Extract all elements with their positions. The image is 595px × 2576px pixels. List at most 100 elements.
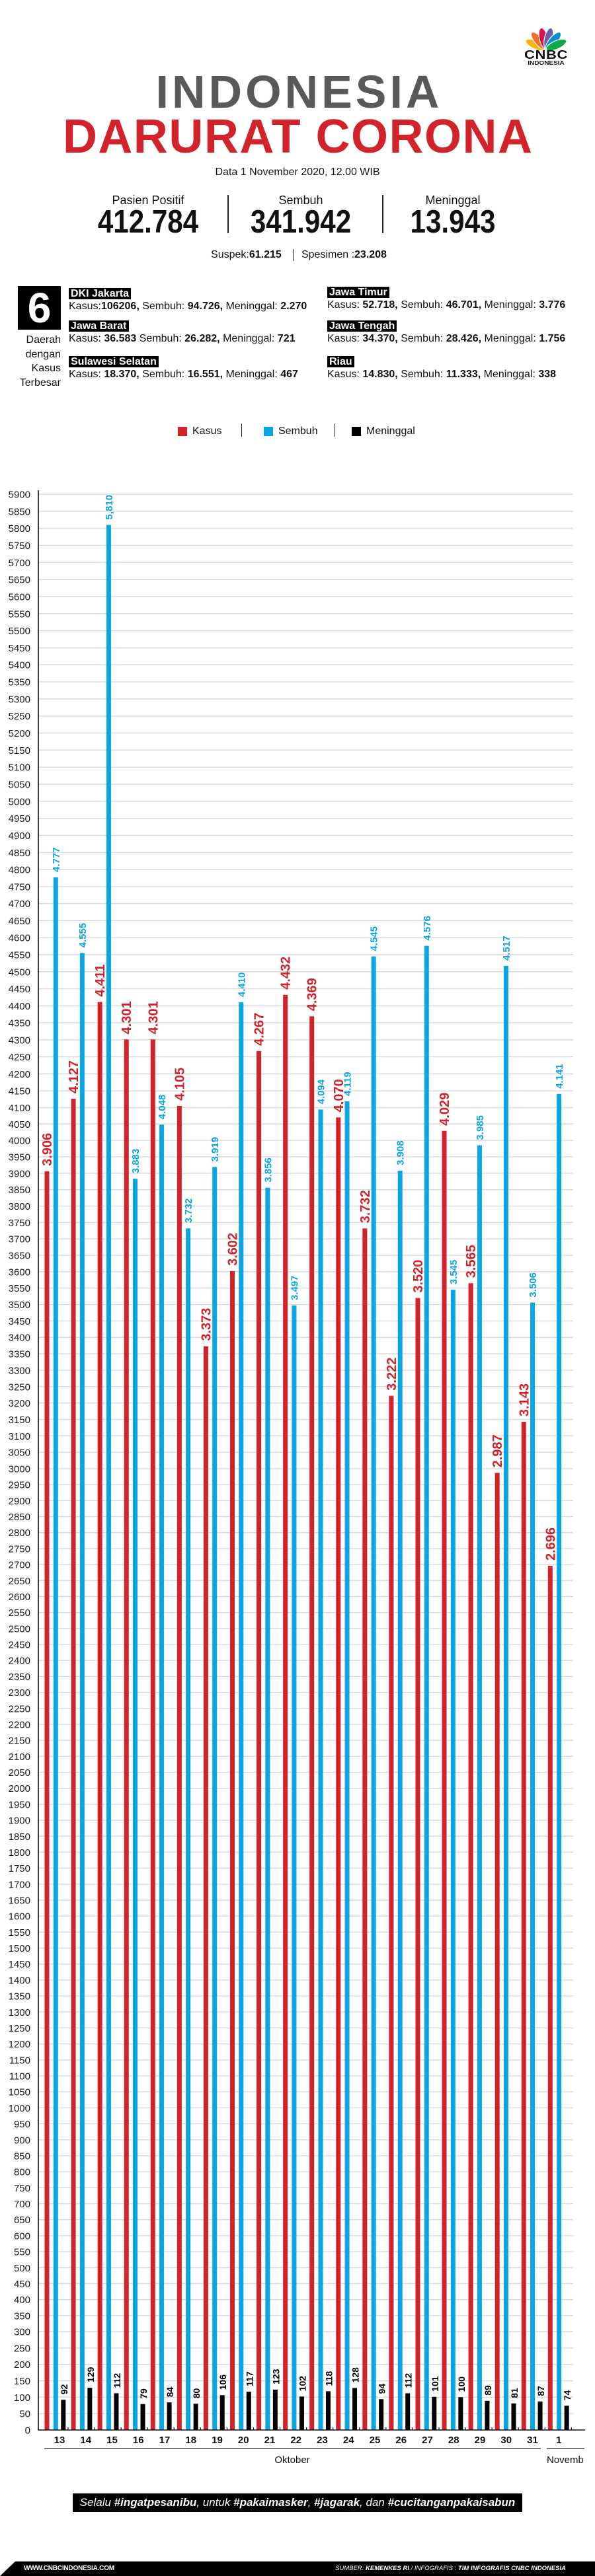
region-jawa-barat: Jawa Barat Kasus: 36.583 Sembuh: 26.282,… [69,320,296,345]
stat-divider [382,195,383,233]
meninggal-label: Meninggal: [223,369,281,380]
y-tick-label: 1950 [9,1799,30,1810]
bar-meninggal [564,2406,569,2430]
bar-label-kasus: 4.301 [120,1001,134,1034]
meninggal-label: Meninggal: [223,301,281,312]
bar-kasus [229,1270,235,2430]
bar-label-meninggal: 102 [297,2376,307,2392]
bar-kasus [389,1395,394,2430]
y-tick-label: 3200 [9,1398,30,1409]
sembuh-label: Sembuh: [397,369,446,380]
bar-label-sembuh: 4.119 [342,1072,354,1096]
y-tick-label: 4900 [9,830,30,842]
suspek-value: 61.215 [249,249,282,260]
sembuh-label: Sembuh: [397,299,446,311]
x-tick-label: 23 [317,2435,328,2446]
y-tick-label: 650 [14,2215,30,2226]
x-tick-label: 13 [54,2435,65,2446]
kasus-value: 34.370, [362,333,398,344]
legend-item-sembuh: Sembuh [264,425,318,438]
kasus-label: Kasus: [327,333,363,344]
bar-label-kasus: 3.732 [358,1190,373,1223]
y-tick-label: 2300 [9,1687,30,1699]
spesimen-label: Spesimen : [301,249,355,260]
y-tick-label: 1900 [9,1816,30,1827]
y-tick-label: 1750 [9,1863,30,1874]
legend-label: Sembuh [278,425,318,437]
bar-sembuh [424,945,429,2430]
y-tick-label: 4550 [9,949,30,961]
kasus-label: Kasus: [69,369,104,380]
bar-label-kasus: 4.105 [173,1068,187,1101]
y-tick-label: 4600 [9,933,30,944]
bar-label-kasus: 4.432 [279,957,294,990]
y-tick-label: 1550 [9,1927,30,1938]
y-tick-label: 4850 [9,848,30,859]
bar-label-sembuh: 4.777 [51,847,62,872]
bar-kasus [150,1039,155,2430]
bar-meninggal [246,2391,251,2430]
bar-label-kasus: 4.369 [305,978,320,1011]
y-tick-label: 2000 [9,1783,30,1794]
y-tick-label: 5050 [9,780,30,791]
y-tick-label: 3950 [9,1152,30,1163]
y-tick-label: 2850 [9,1512,30,1523]
sembuh-label: Sembuh: [139,301,188,312]
bar-label-sembuh: 3.883 [130,1149,141,1174]
spesimen-value: 23.208 [354,249,387,260]
kasus-value: 52.718, [362,299,398,311]
y-tick-label: 4500 [9,967,30,978]
meninggal-value: 2.270 [280,301,307,312]
bar-meninggal [432,2396,437,2430]
bar-kasus [124,1039,129,2430]
bar-meninggal [167,2402,172,2430]
legend-swatch [264,427,273,436]
y-tick-label: 4350 [9,1018,30,1029]
bar-meninggal [299,2396,304,2430]
bar-label-sembuh: 3.545 [448,1260,459,1285]
region-sulawesi-selatan: Sulawesi Selatan Kasus: 18.370, Sembuh: … [69,356,298,381]
y-tick-label: 600 [14,2230,30,2242]
hashtag: #ingatpesanibu [114,2496,197,2509]
bar-label-kasus: 4.029 [438,1093,452,1126]
y-tick-label: 1200 [9,2039,30,2050]
y-tick-label: 5500 [9,626,30,637]
bar-label-kasus: 3.373 [199,1308,214,1341]
bar-label-kasus: 3.222 [385,1358,399,1391]
sembuh-value: 11.333, [446,369,481,380]
y-tick-label: 4400 [9,1001,30,1012]
bar-sembuh [53,877,58,2430]
bar-label-kasus: 2.696 [543,1527,558,1561]
series-meninggal: 92 129 112 79 84 80 106 117 123 102 118 128 94 112 101… [59,2367,573,2430]
y-tick-label: 2700 [9,1560,30,1571]
y-tick-label: 0 [25,2425,30,2437]
x-tick-label: 16 [133,2435,144,2446]
y-tick-label: 350 [14,2310,30,2322]
y-tick-label: 2800 [9,1527,30,1539]
y-tick-label: 900 [14,2135,30,2146]
bar-sembuh [344,1101,350,2430]
y-tick-label: 700 [14,2199,30,2210]
y-tick-label: 3650 [9,1251,30,1262]
y-tick-label: 4700 [9,899,30,910]
y-tick-label: 3600 [9,1267,30,1278]
bar-meninggal [458,2397,463,2430]
x-tick-label: 31 [527,2435,538,2446]
y-tick-label: 1100 [9,2071,30,2082]
bar-meninggal [219,2395,225,2430]
bar-label-kasus: 4.411 [93,965,108,997]
y-tick-label: 300 [14,2327,30,2338]
y-tick-label: 1700 [9,1879,30,1890]
hashtag: #jagarak [314,2496,360,2509]
y-tick-label: 2600 [9,1592,30,1603]
bar-kasus [257,1050,262,2430]
bar-sembuh [239,1002,244,2431]
stat-value: 341.942 [250,204,352,240]
bar-label-sembuh: 4.576 [422,916,433,941]
x-tick-label: 28 [448,2435,459,2446]
x-axis-labels: 13 14 15 16 17 18 19 20 21 22 23 24 25 26 27 28 29 30 31 1 [54,2427,572,2446]
y-tick-label: 3050 [9,1448,30,1459]
bar-label-meninggal: 92 [59,2384,69,2395]
legend-divider [241,423,243,437]
banner-text: , untuk [196,2496,234,2509]
